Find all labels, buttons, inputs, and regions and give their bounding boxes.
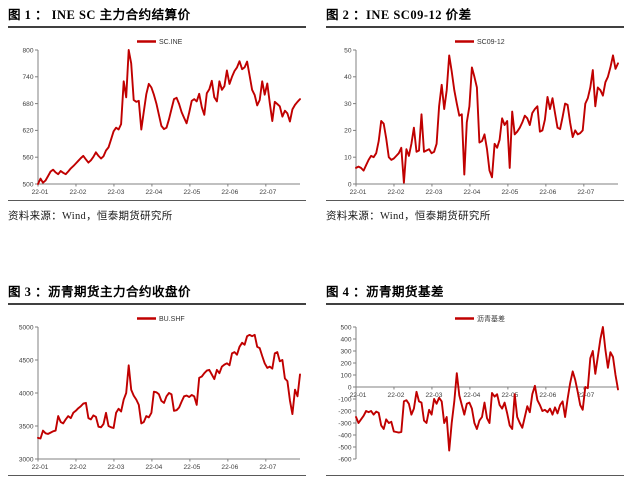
svg-text:400: 400 bbox=[340, 336, 351, 343]
svg-text:22-06: 22-06 bbox=[221, 189, 238, 196]
figure-2-panel: 图 2 ：INE SC09-12 价差 0 10 20 30 40 50 22-01 22-0… bbox=[326, 4, 624, 223]
svg-text:680: 680 bbox=[22, 101, 33, 108]
svg-text:22-04: 22-04 bbox=[463, 392, 480, 399]
svg-text:22-02: 22-02 bbox=[388, 189, 405, 196]
svg-text:-100: -100 bbox=[338, 396, 352, 403]
figure-4-panel: 图 4 ：沥青期货基差 -600 -500 -400 -300 -200 -100 0 100… bbox=[326, 281, 624, 476]
figure-3-title: 图 3 ：沥青期货主力合约收盘价 bbox=[8, 281, 306, 305]
svg-text:22-01: 22-01 bbox=[32, 189, 49, 196]
svg-text:22-03: 22-03 bbox=[108, 189, 125, 196]
line-chart-sc-ine: 500 560 620 680 740 800 22-01 22-02 22-03 22-04 22… bbox=[22, 39, 301, 196]
svg-text:740: 740 bbox=[22, 74, 33, 81]
figure-2-source: 资料来源：Wind，恒泰期货研究所 bbox=[326, 211, 491, 222]
svg-text:300: 300 bbox=[340, 348, 351, 355]
svg-text:22-01: 22-01 bbox=[350, 189, 367, 196]
svg-text:4500: 4500 bbox=[19, 357, 34, 364]
svg-text:5000: 5000 bbox=[19, 324, 34, 331]
figure-3-divider bbox=[8, 475, 306, 476]
svg-text:22-04: 22-04 bbox=[145, 464, 162, 471]
line-chart-bu-shf: 3000 3500 4000 4500 5000 22-01 22-02 22-03 22-04… bbox=[19, 316, 301, 471]
figure-1-chart: 500 560 620 680 740 800 22-01 22-02 22-03 22-04 22… bbox=[8, 35, 306, 197]
figure-1-source: 资料来源：Wind，恒泰期货研究所 bbox=[8, 211, 173, 222]
svg-text:10: 10 bbox=[344, 155, 352, 162]
svg-text:-600: -600 bbox=[338, 456, 352, 463]
svg-text:3000: 3000 bbox=[19, 456, 34, 463]
svg-text:22-01: 22-01 bbox=[32, 464, 49, 471]
figure-4-chart: -600 -500 -400 -300 -200 -100 0 100 200 300 400 500… bbox=[326, 312, 624, 472]
svg-text:50: 50 bbox=[344, 47, 352, 54]
svg-text:22-05: 22-05 bbox=[183, 189, 200, 196]
figure-4-title: 图 4 ：沥青期货基差 bbox=[326, 281, 624, 305]
svg-text:560: 560 bbox=[22, 155, 33, 162]
figure-2-title: 图 2 ：INE SC09-12 价差 bbox=[326, 4, 624, 28]
svg-text:20: 20 bbox=[344, 128, 352, 135]
svg-text:BU.SHF: BU.SHF bbox=[159, 316, 185, 323]
svg-text:22-03: 22-03 bbox=[426, 189, 443, 196]
svg-text:22-01: 22-01 bbox=[350, 392, 367, 399]
svg-text:-200: -200 bbox=[338, 408, 352, 415]
svg-text:0: 0 bbox=[348, 384, 352, 391]
svg-text:-500: -500 bbox=[338, 444, 352, 451]
figure-3-panel: 图 3 ：沥青期货主力合约收盘价 3000 3500 4000 4500 5000 22-… bbox=[8, 281, 306, 476]
svg-text:500: 500 bbox=[340, 324, 351, 331]
svg-text:22-03: 22-03 bbox=[426, 392, 443, 399]
svg-text:22-04: 22-04 bbox=[145, 189, 162, 196]
svg-text:30: 30 bbox=[344, 101, 352, 108]
svg-text:SC.INE: SC.INE bbox=[159, 39, 183, 46]
svg-text:200: 200 bbox=[340, 360, 351, 367]
svg-text:22-05: 22-05 bbox=[501, 189, 518, 196]
svg-text:22-03: 22-03 bbox=[108, 464, 125, 471]
svg-text:0: 0 bbox=[348, 181, 352, 188]
line-chart-bitumen-basis: -600 -500 -400 -300 -200 -100 0 100 200 300 400 500… bbox=[338, 314, 619, 463]
figure-1-panel: 图 1 ： INE SC 主力合约结算价 500 560 620 680 740 800 2… bbox=[8, 4, 306, 223]
svg-text:22-07: 22-07 bbox=[259, 189, 276, 196]
svg-text:22-02: 22-02 bbox=[70, 464, 87, 471]
svg-text:22-06: 22-06 bbox=[539, 392, 556, 399]
svg-text:22-06: 22-06 bbox=[221, 464, 238, 471]
line-chart-sc09-12: 0 10 20 30 40 50 22-01 22-02 22-03 22-04 22-05 22-0… bbox=[344, 39, 619, 196]
figures-grid: 图 1 ： INE SC 主力合约结算价 500 560 620 680 740 800 2… bbox=[8, 4, 624, 476]
figure-1-title: 图 1 ： INE SC 主力合约结算价 bbox=[8, 4, 306, 28]
svg-text:22-05: 22-05 bbox=[501, 392, 518, 399]
svg-text:3500: 3500 bbox=[19, 423, 34, 430]
svg-text:22-02: 22-02 bbox=[70, 189, 87, 196]
figure-2-divider bbox=[326, 200, 624, 201]
svg-text:22-02: 22-02 bbox=[388, 392, 405, 399]
svg-text:4000: 4000 bbox=[19, 390, 34, 397]
figure-3-chart: 3000 3500 4000 4500 5000 22-01 22-02 22-03 22-04… bbox=[8, 312, 306, 472]
svg-text:22-07: 22-07 bbox=[577, 189, 594, 196]
svg-text:-300: -300 bbox=[338, 420, 352, 427]
svg-text:22-07: 22-07 bbox=[259, 464, 276, 471]
svg-text:800: 800 bbox=[22, 47, 33, 54]
figure-1-divider bbox=[8, 200, 306, 201]
svg-text:-400: -400 bbox=[338, 432, 352, 439]
svg-text:620: 620 bbox=[22, 128, 33, 135]
svg-text:40: 40 bbox=[344, 74, 352, 81]
svg-text:500: 500 bbox=[22, 181, 33, 188]
svg-text:22-07: 22-07 bbox=[577, 392, 594, 399]
svg-text:SC09-12: SC09-12 bbox=[477, 39, 505, 46]
figure-2-chart: 0 10 20 30 40 50 22-01 22-02 22-03 22-04 22-05 22-0… bbox=[326, 35, 624, 197]
svg-text:100: 100 bbox=[340, 372, 351, 379]
svg-text:22-05: 22-05 bbox=[183, 464, 200, 471]
figure-4-divider bbox=[326, 475, 624, 476]
svg-text:沥青基差: 沥青基差 bbox=[477, 314, 505, 323]
svg-text:22-06: 22-06 bbox=[539, 189, 556, 196]
svg-text:22-04: 22-04 bbox=[463, 189, 480, 196]
